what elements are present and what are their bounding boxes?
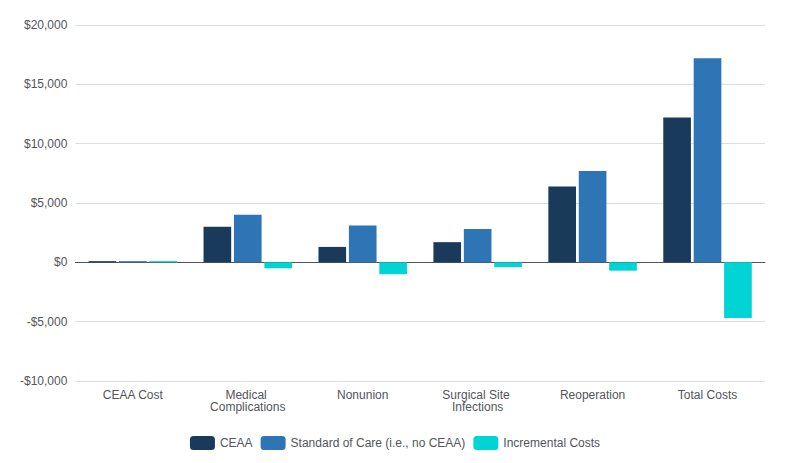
svg-text:Complications: Complications <box>210 400 285 414</box>
svg-text:$20,000: $20,000 <box>24 18 68 32</box>
svg-text:Surgical Site: Surgical Site <box>442 388 513 402</box>
svg-text:$0: $0 <box>54 255 68 269</box>
svg-text:Incremental Costs: Incremental Costs <box>503 436 600 450</box>
svg-text:Medical: Medical <box>225 388 271 402</box>
svg-text:Total Costs: Total Costs <box>678 388 737 402</box>
svg-text:CEAA Cost: CEAA Cost <box>103 388 164 402</box>
svg-text:$15,000: $15,000 <box>24 77 68 91</box>
svg-text:-$5,000: -$5,000 <box>27 315 68 329</box>
svg-text:CEAA: CEAA <box>220 436 253 450</box>
svg-text:Infections: Infections <box>452 400 503 414</box>
svg-text:Standard of Care (i.e., no CEA: Standard of Care (i.e., no CEAA) <box>291 436 466 450</box>
svg-text:$10,000: $10,000 <box>24 137 68 151</box>
svg-text:-$10,000: -$10,000 <box>20 374 68 388</box>
svg-text:Reoperation: Reoperation <box>560 388 625 402</box>
svg-text:Nonunion: Nonunion <box>337 388 388 402</box>
svg-text:$5,000: $5,000 <box>31 196 68 210</box>
